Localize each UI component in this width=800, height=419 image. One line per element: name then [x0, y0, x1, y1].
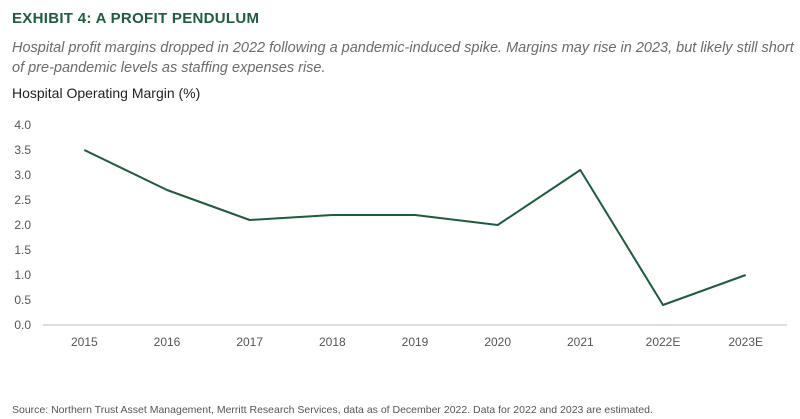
y-tick-label: 2.0	[14, 218, 31, 232]
source-note: Source: Northern Trust Asset Management,…	[12, 404, 653, 416]
y-axis-ticks: 4.0 3.5 3.0 2.5 2.0 1.5 1.0 0.5 0.0	[14, 118, 31, 332]
y-tick-label: 1.5	[14, 243, 31, 257]
y-tick-label: 2.5	[14, 193, 31, 207]
y-tick-label: 0.0	[14, 318, 31, 332]
y-tick-label: 3.0	[14, 168, 31, 182]
x-tick-label: 2017	[236, 335, 263, 349]
x-tick-label: 2019	[402, 335, 429, 349]
chart-title: EXHIBIT 4: A PROFIT PENDULUM	[12, 10, 260, 27]
y-tick-label: 0.5	[14, 293, 31, 307]
x-tick-label: 2016	[154, 335, 181, 349]
x-tick-label: 2018	[319, 335, 346, 349]
x-axis-ticks: 2015 2016 2017 2018 2019 2020 2021 2022E 2023E	[71, 335, 763, 349]
x-tick-label: 2023E	[728, 335, 763, 349]
y-tick-label: 4.0	[14, 118, 31, 132]
y-tick-label: 1.0	[14, 268, 31, 282]
x-tick-label: 2015	[71, 335, 98, 349]
x-tick-label: 2021	[567, 335, 594, 349]
chart-subtitle: Hospital profit margins dropped in 2022 …	[12, 40, 794, 76]
y-axis-title: Hospital Operating Margin (%)	[12, 85, 201, 101]
x-tick-label: 2022E	[646, 335, 681, 349]
series-line	[83, 149, 747, 306]
x-tick-label: 2020	[484, 335, 511, 349]
y-tick-label: 3.5	[14, 143, 31, 157]
series-layer	[83, 149, 747, 306]
